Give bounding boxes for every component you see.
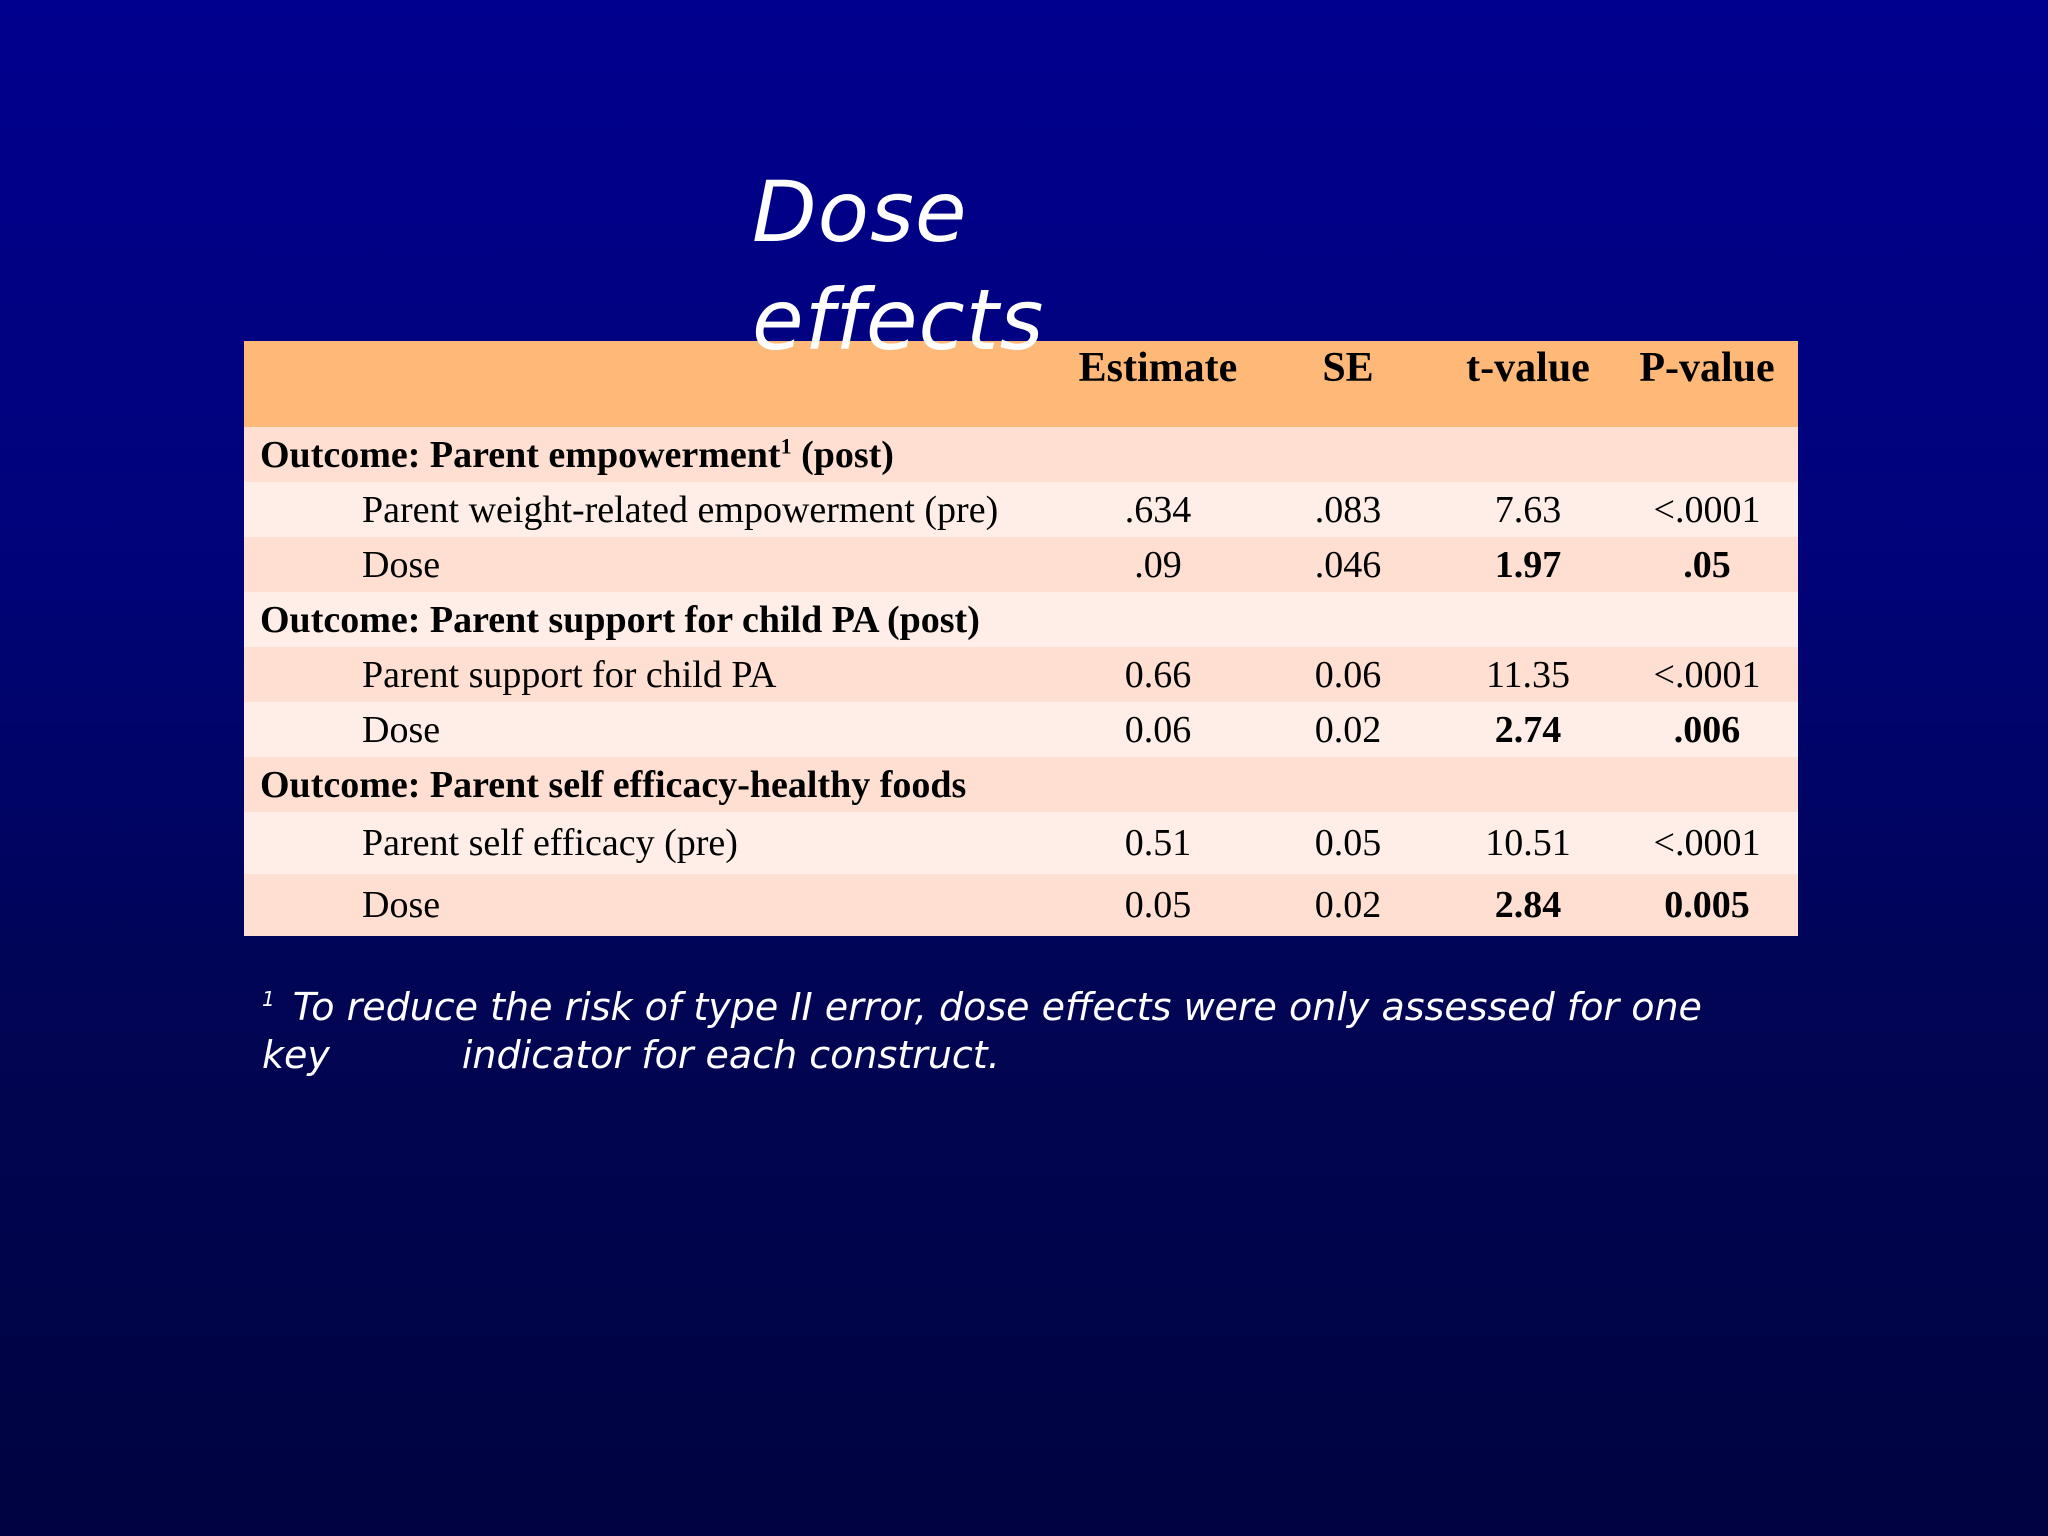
section-label-suffix: (post) xyxy=(791,433,894,476)
cell-estimate: 0.05 xyxy=(1124,884,1192,926)
table-row: Parent support for child PA 0.66 0.06 11… xyxy=(244,647,1798,702)
table-row: Parent weight-related empowerment (pre) … xyxy=(244,482,1798,537)
cell-se: 0.02 xyxy=(1314,884,1382,926)
cell-se: 0.05 xyxy=(1314,822,1382,864)
regression-table: Estimate SE t-value P-value Outcome: Par… xyxy=(244,341,1798,936)
cell-estimate: 0.51 xyxy=(1124,822,1192,864)
row-label: Dose xyxy=(362,884,441,926)
table-row: Dose .09 .046 1.97 .05 xyxy=(244,537,1798,592)
section-row: Outcome: Parent empowerment1 (post) xyxy=(244,427,1798,482)
section-label: Outcome: Parent empowerment1 (post) xyxy=(244,427,1798,482)
slide-title: Dose effects xyxy=(752,158,1044,374)
section-label: Outcome: Parent self efficacy-healthy fo… xyxy=(260,763,967,806)
cell-t-value: 11.35 xyxy=(1485,653,1571,696)
row-label: Dose xyxy=(362,543,441,586)
header-t-value: t-value xyxy=(1466,345,1590,391)
cell-estimate: 0.66 xyxy=(1124,653,1192,696)
cell-p-value: 0.005 xyxy=(1664,884,1750,926)
cell-estimate: 0.06 xyxy=(1124,708,1192,751)
header-p-value: P-value xyxy=(1639,345,1775,391)
slide-title-line-2: effects xyxy=(752,271,1045,369)
header-estimate: Estimate xyxy=(1078,345,1238,391)
cell-se: .046 xyxy=(1314,543,1382,586)
row-label: Parent self efficacy (pre) xyxy=(362,822,738,864)
row-label: Parent weight-related empowerment (pre) xyxy=(362,488,999,531)
cell-estimate: .634 xyxy=(1124,488,1192,531)
footnote-line-2-start: key xyxy=(262,1033,330,1077)
cell-p-value: .05 xyxy=(1683,543,1731,586)
section-label-text: Outcome: Parent empowerment xyxy=(260,433,781,476)
cell-se: .083 xyxy=(1314,488,1382,531)
section-row: Outcome: Parent self efficacy-healthy fo… xyxy=(244,757,1798,812)
footnote-mark: 1 xyxy=(780,432,792,458)
footnote: 1 To reduce the risk of type II error, do… xyxy=(262,975,1822,1079)
header-se: SE xyxy=(1322,345,1374,391)
slide-title-line-1: Dose xyxy=(752,163,968,261)
section-label: Outcome: Parent support for child PA (po… xyxy=(260,598,980,641)
cell-p-value: .006 xyxy=(1673,708,1741,751)
footnote-marker: 1 xyxy=(262,987,275,1011)
cell-t-value: 2.84 xyxy=(1494,884,1562,926)
footnote-line-1: To reduce the risk of type II error, dos… xyxy=(292,985,1702,1029)
cell-p-value: <.0001 xyxy=(1653,488,1761,531)
cell-se: 0.02 xyxy=(1314,708,1382,751)
row-label: Dose xyxy=(362,708,441,751)
footnote-line-2-end: indicator for each construct. xyxy=(461,1033,1000,1077)
table-row: Parent self efficacy (pre) 0.51 0.05 10.… xyxy=(244,812,1798,874)
section-row: Outcome: Parent support for child PA (po… xyxy=(244,592,1798,647)
table-row: Dose 0.05 0.02 2.84 0.005 xyxy=(244,874,1798,936)
cell-p-value: <.0001 xyxy=(1653,653,1761,696)
cell-estimate: .09 xyxy=(1134,543,1182,586)
cell-t-value: 1.97 xyxy=(1494,543,1562,586)
cell-se: 0.06 xyxy=(1314,653,1382,696)
cell-t-value: 10.51 xyxy=(1485,822,1571,864)
cell-t-value: 7.63 xyxy=(1494,488,1562,531)
table-header-row: Estimate SE t-value P-value xyxy=(244,341,1798,427)
cell-t-value: 2.74 xyxy=(1494,708,1562,751)
cell-p-value: <.0001 xyxy=(1653,822,1761,864)
row-label: Parent support for child PA xyxy=(362,653,777,696)
table-row: Dose 0.06 0.02 2.74 .006 xyxy=(244,702,1798,757)
